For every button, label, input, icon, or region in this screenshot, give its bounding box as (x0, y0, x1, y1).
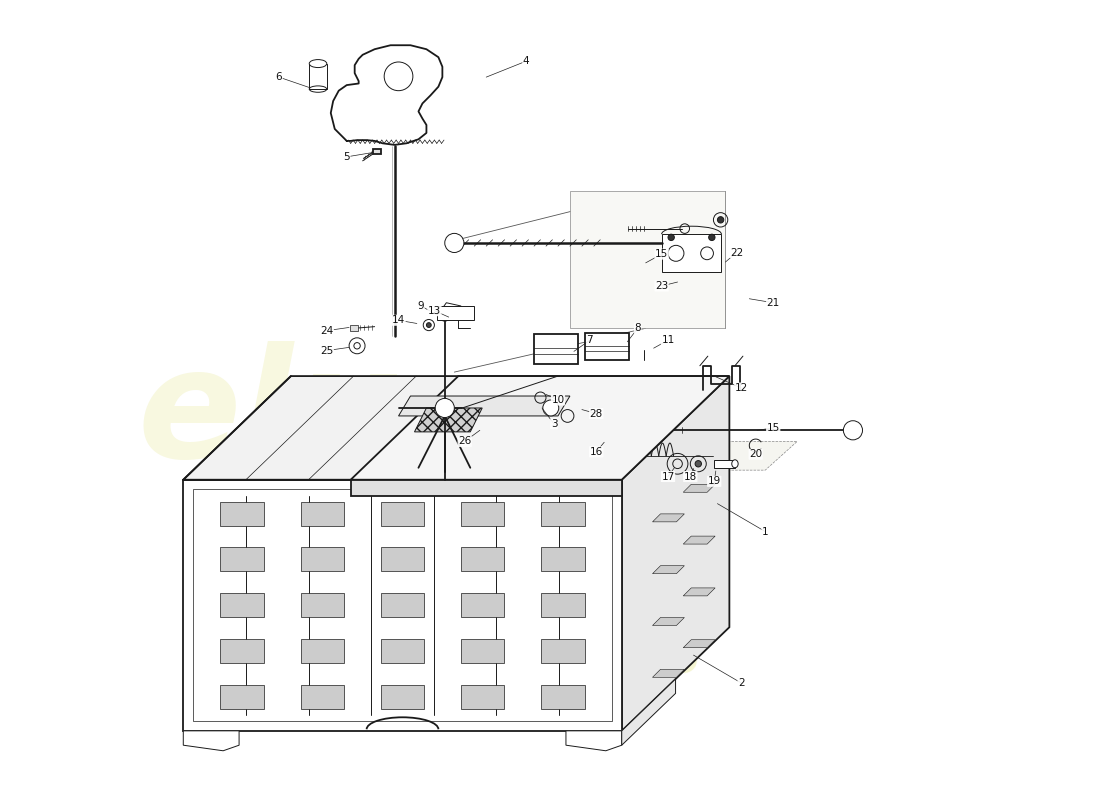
Text: elu: elu (138, 342, 402, 490)
Polygon shape (652, 566, 684, 574)
Polygon shape (184, 376, 729, 480)
Text: 12: 12 (735, 383, 748, 393)
Polygon shape (652, 618, 684, 626)
Polygon shape (621, 679, 675, 745)
Text: 22: 22 (730, 247, 744, 258)
Text: 25: 25 (320, 346, 333, 355)
Text: 16: 16 (590, 447, 603, 457)
Text: 8: 8 (635, 323, 641, 334)
Bar (381, 594, 424, 618)
Bar (220, 502, 264, 526)
Bar (541, 685, 584, 709)
Polygon shape (683, 588, 715, 596)
Text: 10: 10 (551, 395, 564, 405)
Bar (300, 594, 344, 618)
Bar (585, 333, 629, 360)
Polygon shape (554, 442, 798, 470)
Bar (381, 639, 424, 663)
Polygon shape (184, 480, 621, 731)
Bar (300, 685, 344, 709)
Bar (541, 547, 584, 571)
Bar (309, 63, 327, 89)
Bar (350, 325, 358, 330)
Bar (541, 594, 584, 618)
Circle shape (668, 234, 674, 241)
Bar (381, 685, 424, 709)
Text: 4: 4 (522, 56, 529, 66)
Polygon shape (351, 376, 729, 480)
Polygon shape (565, 731, 621, 750)
Polygon shape (652, 514, 684, 522)
Text: a part: a part (299, 534, 485, 617)
Circle shape (427, 322, 431, 327)
Text: 19: 19 (707, 476, 721, 486)
Circle shape (542, 400, 559, 416)
Circle shape (844, 421, 862, 440)
Text: 9: 9 (418, 301, 425, 311)
Text: 2: 2 (738, 678, 745, 688)
Text: 26: 26 (458, 437, 471, 446)
Text: 15: 15 (767, 423, 780, 433)
Text: 14: 14 (392, 315, 405, 326)
Ellipse shape (309, 59, 327, 67)
Text: 20: 20 (749, 450, 762, 459)
Bar (461, 639, 504, 663)
Polygon shape (683, 536, 715, 544)
Text: 13: 13 (428, 306, 441, 316)
Circle shape (708, 234, 715, 241)
Text: 24: 24 (320, 326, 333, 336)
Bar (541, 639, 584, 663)
Circle shape (444, 234, 464, 253)
Circle shape (717, 217, 724, 223)
Text: 17: 17 (661, 471, 674, 482)
Bar (220, 547, 264, 571)
Bar (300, 639, 344, 663)
Bar (300, 502, 344, 526)
Text: 11: 11 (661, 335, 674, 346)
Polygon shape (570, 191, 725, 328)
Polygon shape (415, 408, 482, 432)
Polygon shape (351, 480, 622, 496)
Bar (461, 547, 504, 571)
Polygon shape (184, 731, 239, 750)
Polygon shape (683, 640, 715, 648)
Bar (461, 502, 504, 526)
Polygon shape (437, 306, 474, 320)
Bar (541, 502, 584, 526)
Polygon shape (621, 376, 729, 731)
Text: 18: 18 (684, 471, 697, 482)
Text: 1: 1 (762, 526, 769, 537)
Circle shape (436, 398, 454, 418)
Bar (535, 334, 578, 364)
Bar (461, 594, 504, 618)
Text: 23: 23 (654, 281, 668, 291)
Text: 5: 5 (343, 152, 350, 162)
Circle shape (695, 461, 702, 467)
Bar (300, 547, 344, 571)
Polygon shape (652, 670, 684, 678)
Bar (714, 460, 735, 468)
Polygon shape (683, 484, 715, 492)
Text: 6: 6 (276, 72, 283, 82)
Polygon shape (661, 234, 722, 273)
Bar (461, 685, 504, 709)
Circle shape (439, 308, 451, 321)
Bar (220, 639, 264, 663)
Text: 15: 15 (654, 249, 668, 259)
Bar (381, 502, 424, 526)
Text: 21: 21 (767, 298, 780, 308)
Text: since 1985: since 1985 (431, 594, 704, 684)
Bar (381, 547, 424, 571)
Text: 3: 3 (551, 419, 558, 429)
Ellipse shape (732, 460, 738, 468)
Text: 28: 28 (590, 409, 603, 418)
Text: 7: 7 (586, 335, 593, 346)
Bar (220, 685, 264, 709)
Polygon shape (398, 396, 570, 416)
Bar (373, 149, 381, 154)
Bar (220, 594, 264, 618)
